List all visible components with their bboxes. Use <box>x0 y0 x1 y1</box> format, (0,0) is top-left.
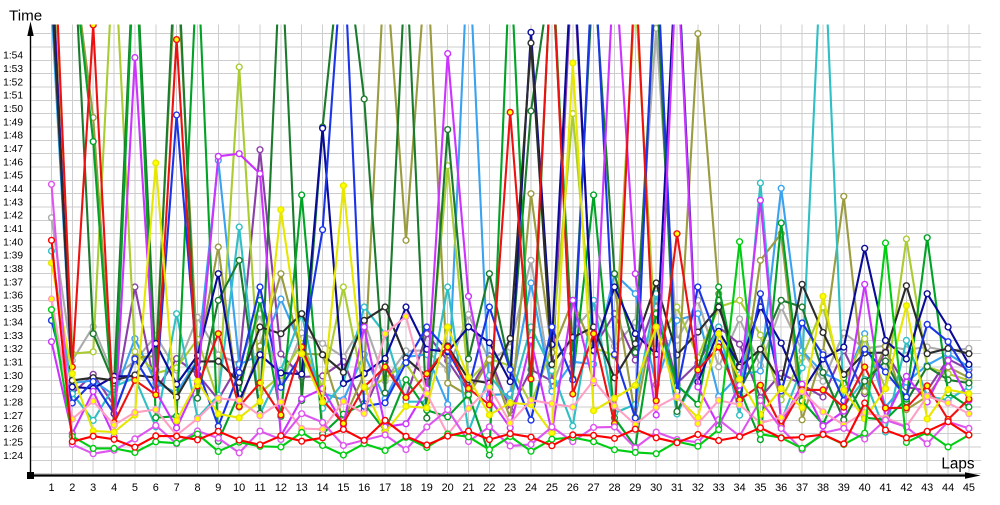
svg-text:Time: Time <box>9 8 42 25</box>
svg-text:1:49: 1:49 <box>3 117 23 128</box>
svg-text:20: 20 <box>442 482 454 494</box>
svg-text:43: 43 <box>921 482 933 494</box>
svg-text:1:44: 1:44 <box>3 184 23 195</box>
svg-text:1:42: 1:42 <box>3 211 23 222</box>
svg-text:1:33: 1:33 <box>3 331 23 342</box>
svg-text:1:50: 1:50 <box>3 104 23 115</box>
svg-text:18: 18 <box>400 482 412 494</box>
svg-text:5: 5 <box>132 482 138 494</box>
svg-text:19: 19 <box>421 482 433 494</box>
svg-text:1:34: 1:34 <box>3 317 23 328</box>
svg-text:8: 8 <box>194 482 200 494</box>
svg-text:1:27: 1:27 <box>3 411 23 422</box>
svg-text:1:48: 1:48 <box>3 131 23 142</box>
svg-text:1:31: 1:31 <box>3 357 23 368</box>
svg-text:23: 23 <box>504 482 516 494</box>
svg-text:30: 30 <box>650 482 662 494</box>
svg-text:24: 24 <box>525 482 537 494</box>
svg-text:36: 36 <box>775 482 787 494</box>
svg-text:44: 44 <box>942 482 954 494</box>
svg-text:1:26: 1:26 <box>3 424 23 435</box>
svg-text:1:30: 1:30 <box>3 371 23 382</box>
svg-text:33: 33 <box>713 482 725 494</box>
svg-text:37: 37 <box>796 482 808 494</box>
svg-text:1:43: 1:43 <box>3 197 23 208</box>
svg-text:4: 4 <box>111 482 117 494</box>
svg-text:12: 12 <box>275 482 287 494</box>
svg-text:22: 22 <box>483 482 495 494</box>
svg-text:1:24: 1:24 <box>3 451 23 462</box>
svg-text:1:52: 1:52 <box>3 77 23 88</box>
svg-text:1:29: 1:29 <box>3 384 23 395</box>
svg-text:1:47: 1:47 <box>3 144 23 155</box>
svg-text:45: 45 <box>963 482 975 494</box>
svg-text:Laps: Laps <box>941 455 975 472</box>
svg-text:1:36: 1:36 <box>3 291 23 302</box>
svg-text:11: 11 <box>254 482 265 494</box>
svg-text:1:32: 1:32 <box>3 344 23 355</box>
svg-text:25: 25 <box>546 482 558 494</box>
svg-text:21: 21 <box>462 482 474 494</box>
svg-text:1:41: 1:41 <box>3 224 23 235</box>
svg-text:1:40: 1:40 <box>3 237 23 248</box>
svg-text:28: 28 <box>608 482 620 494</box>
svg-text:16: 16 <box>358 482 370 494</box>
svg-text:1:54: 1:54 <box>3 51 23 62</box>
svg-text:1:53: 1:53 <box>3 64 23 75</box>
svg-text:31: 31 <box>671 482 683 494</box>
svg-text:29: 29 <box>629 482 641 494</box>
svg-text:27: 27 <box>588 482 600 494</box>
svg-text:1:28: 1:28 <box>3 397 23 408</box>
svg-text:14: 14 <box>317 482 329 494</box>
svg-text:1:25: 1:25 <box>3 437 23 448</box>
svg-text:1:45: 1:45 <box>3 171 23 182</box>
svg-text:39: 39 <box>838 482 850 494</box>
svg-text:34: 34 <box>734 482 746 494</box>
svg-text:13: 13 <box>296 482 308 494</box>
svg-text:1:46: 1:46 <box>3 157 23 168</box>
svg-text:1:37: 1:37 <box>3 277 23 288</box>
svg-text:1:35: 1:35 <box>3 304 23 315</box>
svg-text:10: 10 <box>233 482 245 494</box>
svg-text:1: 1 <box>48 482 54 494</box>
svg-text:3: 3 <box>90 482 96 494</box>
svg-text:38: 38 <box>817 482 829 494</box>
svg-text:32: 32 <box>692 482 704 494</box>
svg-text:26: 26 <box>567 482 579 494</box>
svg-text:1:51: 1:51 <box>3 91 23 102</box>
svg-text:41: 41 <box>879 482 891 494</box>
svg-text:17: 17 <box>379 482 391 494</box>
svg-text:6: 6 <box>153 482 159 494</box>
svg-text:9: 9 <box>215 482 221 494</box>
svg-text:35: 35 <box>754 482 766 494</box>
svg-text:15: 15 <box>337 482 349 494</box>
svg-text:2: 2 <box>69 482 75 494</box>
svg-text:40: 40 <box>859 482 871 494</box>
svg-text:1:38: 1:38 <box>3 264 23 275</box>
svg-text:42: 42 <box>900 482 912 494</box>
svg-text:7: 7 <box>174 482 180 494</box>
svg-text:1:39: 1:39 <box>3 251 23 262</box>
